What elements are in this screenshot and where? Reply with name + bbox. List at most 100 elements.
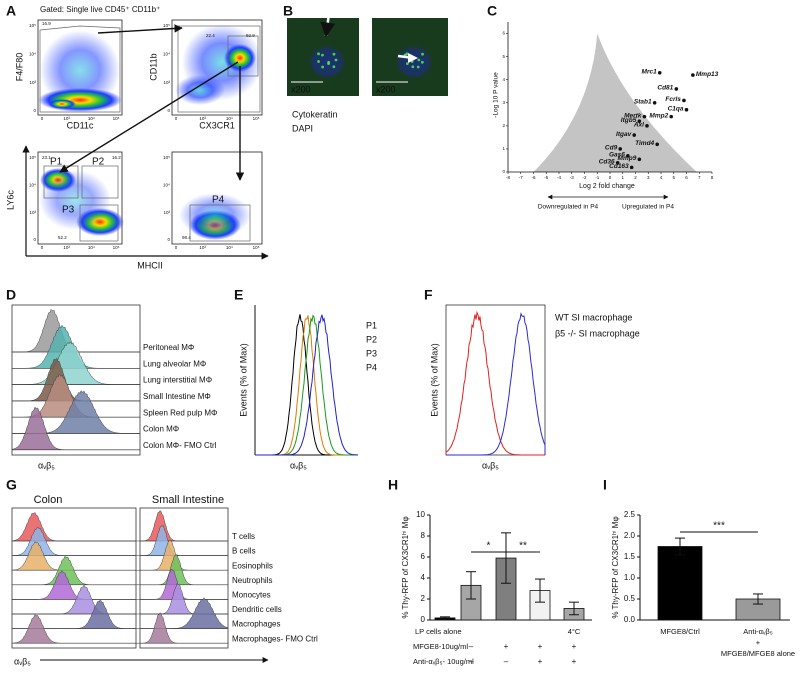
condition-sign: +	[538, 642, 543, 651]
cytokeratin-speck	[327, 60, 331, 64]
gate	[81, 165, 119, 199]
flow-x-tick-label: 10³	[63, 116, 70, 121]
y-tick-label: 2	[502, 123, 505, 128]
row-label: Monocytes	[232, 591, 271, 600]
gene-label: Mertk	[624, 112, 642, 119]
x-tick-label: MFGE8/MFGE8 alone	[721, 649, 795, 658]
x-tick-label: MFGE8/Ctrl	[660, 627, 700, 636]
flow-x-tick-label: 10³	[63, 245, 70, 250]
flow-y-tick-label: 10³	[163, 210, 170, 215]
gene-label: Mrc1	[642, 68, 658, 75]
flow-y-tick-label: 10⁴	[163, 52, 170, 57]
panel-label: C	[487, 3, 497, 19]
cytokeratin-speck	[321, 53, 324, 57]
gene-label: Timd4	[635, 140, 654, 147]
histogram-ridge	[11, 614, 136, 644]
gene-point	[655, 142, 659, 147]
legend-label: β5 -/- SI macrophage	[555, 328, 640, 338]
error-bar	[501, 532, 511, 584]
row-label: Macrophages	[232, 620, 280, 629]
gate-name: P4	[212, 195, 225, 206]
gene-point	[652, 100, 657, 105]
row-label: Dendritic cells	[232, 605, 282, 614]
y-tick-label: 6	[502, 31, 505, 36]
flow-x-tick-label: 0	[41, 116, 44, 121]
row-label: B cells	[232, 547, 256, 556]
x-axis-label: αᵥβ₅	[14, 656, 31, 666]
gene-label: Axl	[633, 122, 644, 129]
y-tick-label: 2.5	[624, 510, 636, 519]
y-axis-label: % Thy-RFP of CX3CR1ʰⁱ Mφ	[611, 516, 620, 618]
histogram-curve	[255, 314, 358, 456]
y-axis-label: Events (% of Max)	[238, 343, 248, 417]
gene-point	[637, 157, 642, 162]
annotation: Downregulated in P4	[538, 204, 599, 211]
y-tick-label: 5	[502, 54, 505, 59]
legend-label: DAPI	[292, 123, 313, 133]
row-label: Neutrophils	[232, 576, 272, 585]
x-tick-label: Anti-αᵥβ₅	[743, 627, 773, 636]
gate-name: P3	[62, 205, 75, 216]
gate	[177, 25, 261, 113]
histogram-ridge	[12, 341, 140, 385]
legend-label: WT SI macrophage	[555, 312, 632, 322]
x-tick-label: 0	[609, 175, 612, 180]
x-axis-label: CD11c	[67, 120, 94, 130]
x-tick-label: +	[756, 638, 761, 647]
annotation: Upregulated in P4	[622, 204, 674, 211]
x-tick-label: 1	[621, 175, 624, 180]
gate-percentage: 22.4	[206, 33, 215, 38]
flow-y-tick-label: 10⁵	[163, 23, 170, 28]
gate-percentage: 23.1	[42, 155, 51, 160]
y-tick-label: 0	[421, 615, 426, 624]
condition-sign: –	[469, 642, 474, 651]
histogram-frame	[445, 304, 546, 456]
panel-subtitle: Colon	[34, 494, 63, 506]
error-bar	[675, 537, 685, 556]
flow-x-tick-label: 0	[175, 116, 178, 121]
y-tick-label: 2	[421, 594, 426, 603]
legend-label: P3	[366, 348, 377, 358]
x-tick-label: 4	[660, 175, 663, 180]
y-axis-label: -Log 10 P value	[493, 72, 500, 118]
x-axis-label: αᵥβ₅	[290, 460, 307, 470]
legend-label: P1	[366, 320, 377, 330]
histogram-ridge	[11, 511, 136, 542]
row-label: Spleen Red pulp MΦ	[143, 408, 217, 417]
density-blob	[48, 99, 76, 109]
flow-y-tick-label: 0	[167, 108, 170, 113]
x-tick-label: -3	[570, 175, 574, 180]
row-label: Colon MΦ- FMO Ctrl	[143, 441, 217, 450]
cytokeratin-speck	[332, 52, 336, 56]
flow-y-tick-label: 10⁵	[29, 155, 36, 160]
x-tick-label: 5	[672, 175, 675, 180]
gene-point	[626, 154, 630, 158]
gene-point	[682, 98, 686, 103]
flow-x-tick-label: 10⁵	[113, 245, 120, 250]
pointer-arrowhead	[408, 53, 418, 63]
gene-point	[691, 73, 695, 77]
y-axis-label: CD11b	[148, 53, 158, 80]
legend-label: Cytokeratin	[292, 109, 338, 119]
panel-label: F	[424, 287, 433, 303]
y-tick-label: 1	[502, 146, 505, 151]
cytokeratin-speck	[334, 58, 338, 62]
cytokeratin-speck	[421, 52, 424, 56]
histogram-frame	[11, 304, 141, 456]
scale-label: x200	[376, 84, 396, 94]
row-label: T cells	[232, 532, 255, 541]
row-label: Colon MΦ	[143, 425, 179, 434]
gene-label: Cd163	[609, 163, 629, 170]
panel-label: D	[6, 287, 16, 303]
error-bar	[569, 601, 579, 616]
x-tick-label: -2	[582, 175, 586, 180]
gene-label: Cd36	[599, 158, 615, 165]
x-axis-label: Log 2 fold change	[579, 183, 635, 190]
gate-name: P1	[50, 157, 63, 168]
row-label: Lung alveolar MΦ	[143, 359, 206, 368]
condition-label: LP cells alone	[415, 627, 462, 636]
cell	[307, 44, 347, 80]
flow-x-tick-label: 10⁴	[226, 245, 233, 250]
condition-sign: +	[538, 657, 543, 666]
